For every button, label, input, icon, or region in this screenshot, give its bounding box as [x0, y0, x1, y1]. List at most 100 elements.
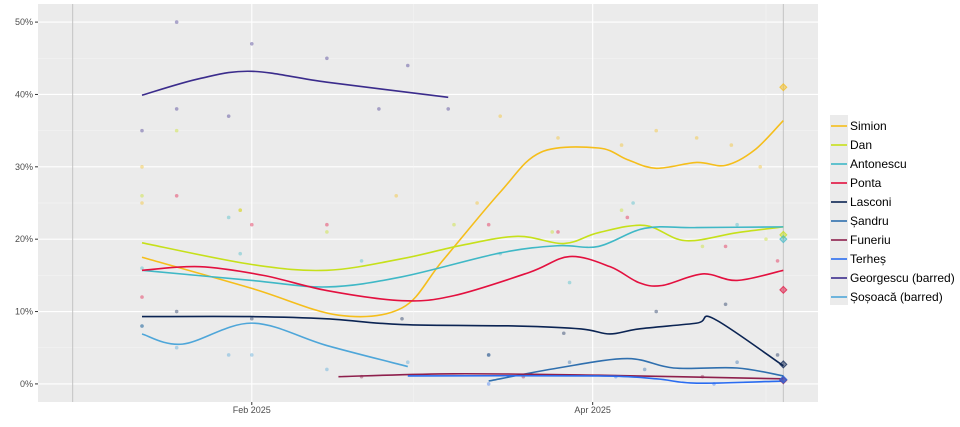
poll-point	[174, 193, 179, 198]
result-marker	[779, 360, 788, 369]
y-tick-label: 20%	[15, 234, 33, 244]
poll-point	[226, 114, 231, 118]
legend-label: Georgescu (barred)	[850, 271, 955, 285]
poll-point	[400, 316, 404, 321]
poll-point	[394, 193, 399, 198]
legend-label: Funeriu	[850, 233, 891, 247]
poll-point	[486, 382, 491, 386]
poll-point	[174, 309, 179, 314]
grid-lines	[38, 4, 818, 402]
legend-label: Șoșoacă (barred)	[850, 290, 943, 304]
legend-label: Ponta	[850, 176, 882, 190]
poll-point	[775, 353, 780, 357]
legend-label: Simion	[850, 119, 887, 133]
poll-point	[140, 266, 144, 270]
poll-point	[735, 222, 739, 227]
poll-point	[174, 107, 179, 111]
poll-point	[359, 259, 364, 263]
result-marker	[779, 375, 788, 384]
result-marker	[779, 285, 788, 295]
poll-point	[140, 165, 144, 169]
legend-label: Dan	[850, 138, 872, 152]
poll-point	[486, 353, 491, 357]
poll-point	[764, 237, 768, 241]
poll-point	[452, 222, 456, 227]
poll-point	[249, 42, 254, 46]
poll-point	[486, 353, 491, 357]
x-tick-label: Apr 2025	[574, 405, 611, 415]
poll-point	[729, 143, 734, 147]
trend-line	[141, 70, 449, 99]
trend-line	[141, 224, 784, 272]
x-tick-label: Feb 2025	[233, 405, 271, 415]
y-tick-label: 50%	[15, 17, 33, 27]
poll-point	[249, 222, 254, 227]
poll-point	[238, 208, 243, 213]
poll-points	[140, 20, 780, 386]
poll-point	[631, 201, 635, 205]
poll-point	[249, 316, 254, 321]
poll-point	[140, 193, 144, 198]
result-markers	[779, 83, 788, 385]
legend-key-background	[830, 115, 848, 305]
poll-point	[561, 331, 566, 336]
poll-point	[377, 107, 381, 111]
poll-point	[140, 324, 144, 328]
poll-point	[325, 367, 329, 372]
poll-point	[550, 230, 555, 234]
poll-point	[174, 345, 179, 350]
trend-line	[141, 315, 784, 367]
poll-point	[238, 251, 243, 256]
legend-label: Șandru	[850, 214, 889, 228]
trend-line	[141, 225, 784, 288]
trend-line	[141, 119, 784, 318]
y-tick-label: 10%	[15, 307, 33, 317]
poll-point	[556, 136, 560, 140]
legend-label: Antonescu	[850, 157, 907, 171]
y-axis: 0% 10% 20% 30% 40% 50%	[15, 17, 38, 389]
poll-point	[140, 128, 144, 133]
poll-point	[700, 244, 705, 249]
poll-point	[140, 201, 144, 205]
poll-point	[498, 114, 503, 118]
poll-point	[226, 215, 231, 220]
poll-point	[723, 302, 728, 307]
poll-point	[758, 165, 763, 169]
poll-point	[654, 309, 659, 314]
poll-point	[735, 360, 739, 365]
poll-point	[226, 353, 231, 357]
trend-line	[141, 322, 408, 368]
poll-point	[567, 360, 572, 365]
poll-point	[249, 353, 254, 357]
poll-point	[619, 143, 624, 147]
poll-point	[654, 128, 659, 133]
poll-point	[446, 107, 451, 111]
poll-point	[325, 56, 329, 61]
poll-point	[567, 280, 572, 285]
trend-line	[338, 372, 784, 380]
poll-point	[642, 367, 647, 372]
poll-point	[486, 222, 491, 227]
poll-point	[140, 324, 144, 328]
poll-point	[625, 215, 630, 220]
vertical-markers	[72, 4, 784, 402]
poll-point	[775, 259, 780, 263]
poll-point	[405, 63, 410, 68]
legend-label: Lasconi	[850, 195, 891, 209]
trend-line	[407, 374, 784, 385]
poll-point	[405, 360, 410, 365]
poll-point	[140, 295, 144, 299]
poll-point	[174, 20, 179, 24]
trend-line	[488, 357, 784, 382]
poll-point	[556, 230, 560, 234]
poll-point	[174, 128, 179, 133]
poll-point	[238, 208, 243, 213]
y-tick-label: 40%	[15, 89, 33, 99]
poll-point	[694, 136, 699, 140]
result-marker	[779, 234, 788, 244]
y-tick-label: 0%	[20, 379, 33, 389]
poll-point	[619, 208, 624, 213]
x-axis: Feb 2025 Apr 2025	[233, 402, 611, 415]
y-tick-label: 30%	[15, 162, 33, 172]
